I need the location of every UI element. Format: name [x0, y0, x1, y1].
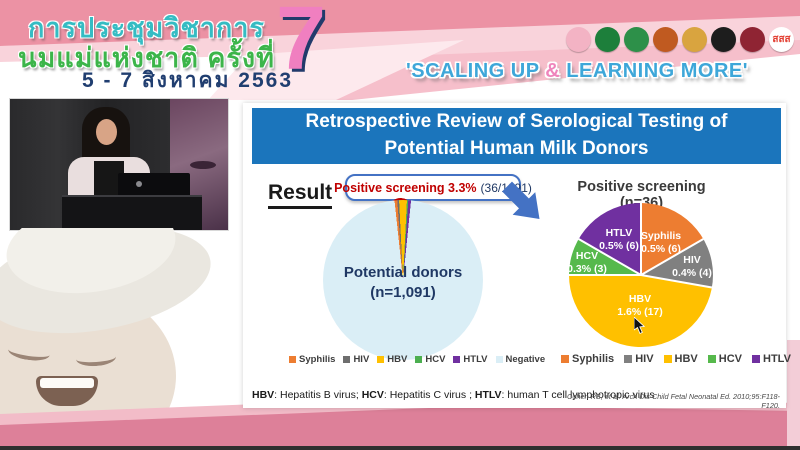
- green-health-department-logo: [624, 27, 649, 52]
- legend-item-hbv: HBV: [663, 353, 698, 365]
- legend-label: HBV: [387, 354, 408, 365]
- pie-center-label-line1: Potential donors: [343, 263, 463, 281]
- presenter-face: [96, 119, 117, 145]
- legend-swatch-icon: [752, 355, 760, 363]
- laptop-logo: [136, 181, 142, 187]
- footnote-abbr: HCV: [361, 389, 384, 401]
- legend-swatch-icon: [561, 355, 569, 363]
- potential-donors-pie-chart: Potential donors (n=1,091): [323, 200, 483, 360]
- legend-item-hiv: HIV: [343, 354, 369, 365]
- pie-center-label: Potential donors (n=1,091): [344, 263, 462, 304]
- thai-health-promotion-logo: สสส: [769, 27, 794, 52]
- conference-slogan: 'SCALING UP & LEARNING MORE': [358, 60, 796, 83]
- legend-item-syphilis: Syphilis: [561, 353, 614, 365]
- slice-label-hbv: HBV 1.6% (17): [617, 293, 663, 319]
- right-edge-strip: [787, 340, 800, 446]
- slice-value: 0.5% (6): [599, 240, 639, 252]
- conference-banner: การประชุมวิชาการ นมแม่แห่งชาติ ครั้งที่ …: [0, 0, 800, 100]
- slice-separator: [640, 203, 642, 275]
- legend-item-syphilis: Syphilis: [289, 354, 335, 365]
- legend-swatch-icon: [707, 355, 716, 363]
- slice-name: HBV: [628, 292, 652, 305]
- slogan-text: 'SCALING UP: [405, 60, 546, 82]
- legend-item-hiv: HIV: [624, 353, 654, 365]
- footnote-text: : Hepatitis C virus ;: [383, 389, 475, 401]
- legend-swatch-icon: [377, 356, 385, 363]
- slice-name: Syphilis: [640, 229, 682, 242]
- mother-child-foundation-logo: [566, 27, 591, 52]
- legend-label: HIV: [635, 353, 654, 365]
- mouse-cursor-icon: [633, 316, 646, 340]
- slice-name: HTLV: [605, 226, 633, 239]
- conference-date: 5 - 7 สิงหาคม 2563: [82, 69, 294, 92]
- sponsor-logos-row: สสส: [566, 27, 794, 52]
- legend-swatch-icon: [453, 356, 461, 363]
- legend-item-negative: Negative: [495, 354, 546, 365]
- legend-label: Syphilis: [299, 354, 336, 365]
- black-society-emblem-logo: [711, 27, 736, 52]
- red-gold-temple-logo: [653, 27, 678, 52]
- legend-swatch-icon: [289, 356, 296, 363]
- legend-swatch-icon: [663, 355, 672, 363]
- legend-item-hcv: HCV: [707, 353, 742, 365]
- slogan-ampersand: &: [545, 60, 561, 82]
- legend-label: HTLV: [763, 353, 791, 365]
- legend-item-hcv: HCV: [415, 354, 445, 365]
- legend-label: HCV: [718, 353, 742, 365]
- result-label: Result: [268, 181, 333, 209]
- banner-white-wedge: [0, 56, 248, 100]
- slide: Retrospective Review of Serological Test…: [243, 103, 791, 410]
- legend-item-htlv: HTLV: [453, 354, 488, 365]
- legend-label: HTLV: [463, 354, 488, 365]
- green-public-health-logo: [595, 27, 620, 52]
- callout-highlight: Positive screening 3.3%: [334, 180, 477, 195]
- slice-value: 1.6% (17): [617, 306, 663, 318]
- legend-label: HBV: [674, 353, 698, 365]
- legend-label: Syphilis: [572, 353, 615, 365]
- legend-swatch-icon: [495, 356, 503, 363]
- slice-name: HIV: [683, 253, 701, 266]
- footnote-abbr: HTLV: [474, 389, 502, 401]
- footnote-abbr: HBV: [252, 389, 275, 401]
- footnote-text: : human T cell lymphotropic virus: [501, 389, 655, 401]
- dark-red-college-emblem-logo: [740, 27, 765, 52]
- podium: [62, 195, 202, 230]
- legend-label: HIV: [353, 354, 370, 365]
- slice-value: 0.4% (4): [672, 267, 712, 279]
- slice-name: HCV: [575, 249, 599, 262]
- positive-screening-callout: Positive screening 3.3% (36/1091): [334, 174, 532, 201]
- legend-swatch-icon: [415, 356, 423, 363]
- pie-center-label-line2: (n=1,091): [370, 284, 436, 302]
- conference-title-thai: การประชุมวิชาการ: [28, 13, 265, 43]
- legend-item-htlv: HTLV: [752, 353, 791, 365]
- backdrop-photo-detail: [190, 161, 216, 169]
- legend-swatch-icon: [624, 355, 633, 363]
- arrow-right-icon: [496, 175, 555, 234]
- legend-item-hbv: HBV: [377, 354, 407, 365]
- slide-title: Retrospective Review of Serological Test…: [252, 108, 781, 164]
- slogan-text: LEARNING MORE': [560, 60, 749, 82]
- laptop: [118, 173, 190, 197]
- slice-label-hiv: HIV 0.4% (4): [672, 254, 712, 280]
- slice-value: 0.5% (6): [641, 243, 681, 255]
- footnote-text: : Hepatitis B virus;: [274, 389, 362, 401]
- reference-citation: Cohen RS, et al. Arch Dis Child Fetal Ne…: [567, 392, 780, 410]
- royal-crest-logo: [682, 27, 707, 52]
- legend-swatch-icon: [343, 356, 351, 363]
- slice-value: 0.3% (3): [567, 263, 607, 275]
- conference-subtitle-thai: นมแม่แห่งชาติ ครั้งที่: [18, 43, 275, 73]
- screening-chart-legend: Syphilis HIV HBV HCV HTLV: [561, 353, 791, 365]
- slice-label-hcv: HCV 0.3% (3): [567, 250, 607, 276]
- abbreviation-footnote: HBV: Hepatitis B virus; HCV: Hepatitis C…: [252, 389, 655, 401]
- edition-number: 7: [276, 0, 327, 89]
- presenter-webcam: [9, 98, 229, 231]
- legend-label: HCV: [425, 354, 446, 365]
- donors-chart-legend: Syphilis HIV HBV HCV HTLV Negative: [289, 354, 545, 365]
- baby-teeth: [40, 378, 94, 388]
- legend-label: Negative: [505, 354, 546, 365]
- slice-label-syphilis: Syphilis 0.5% (6): [641, 230, 681, 256]
- slice-label-htlv: HTLV 0.5% (6): [599, 227, 639, 253]
- bottom-edge-line: [0, 446, 800, 450]
